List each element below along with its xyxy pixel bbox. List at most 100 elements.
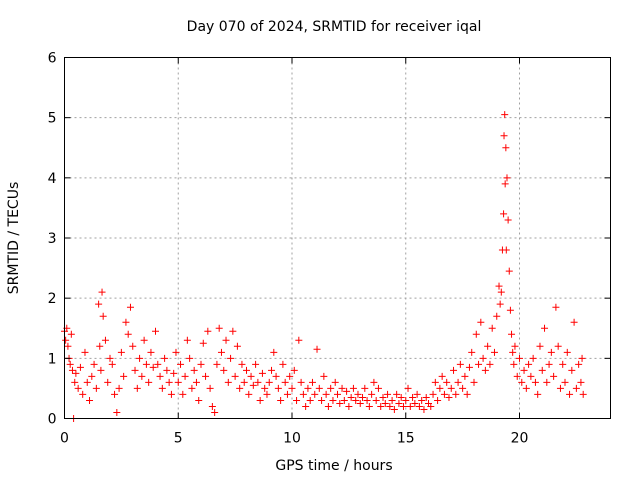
data-point [270,348,278,356]
data-point [418,396,426,404]
data-point [240,378,248,386]
y-axis-label: SRMTID / TECUs [6,182,22,295]
data-point [252,360,260,368]
data-point [322,390,330,398]
data-point [334,390,341,398]
data-point [152,327,159,335]
data-point [552,303,560,311]
data-point [463,390,471,398]
data-point [88,372,96,380]
data-point [190,366,198,374]
data-point [411,399,419,407]
data-point [204,327,212,335]
data-point [484,342,492,350]
data-point [529,354,537,362]
data-point [475,360,483,368]
data-point [98,288,106,296]
data-point [145,378,153,386]
data-point [368,390,376,398]
data-point [445,393,453,401]
data-point [263,390,271,398]
data-point [554,342,562,350]
data-point [170,369,178,377]
data-point [117,348,125,356]
data-point [136,354,144,362]
data-point [131,366,139,374]
axes: 0 5 10 15 20 0 1 2 3 4 5 6 [48,51,611,447]
data-points [61,111,587,422]
data-point [308,378,316,386]
data-point [97,366,105,374]
data-point [64,342,72,350]
data-point [281,378,289,386]
data-point [501,180,509,188]
data-point [509,348,517,356]
data-point [393,390,401,398]
data-point [161,354,169,362]
data-point [427,402,435,410]
data-point [66,360,74,368]
data-point [556,384,564,392]
data-point [372,396,380,404]
data-point [431,378,439,386]
data-point [195,396,203,404]
data-point [379,393,387,401]
data-point [108,360,116,368]
data-point [313,345,321,353]
data-point [208,402,216,410]
data-point [245,390,253,398]
y-tick-label: 0 [48,412,57,428]
data-point [500,210,508,218]
data-point [343,387,351,395]
data-point [386,402,394,410]
data-point [68,366,76,374]
data-point [286,372,294,380]
data-point [158,384,166,392]
data-point [231,372,239,380]
data-point [404,384,412,392]
data-point [354,390,362,398]
data-point [502,246,510,254]
data-point [399,402,407,410]
data-point [81,348,89,356]
data-point [67,330,75,338]
data-point [361,384,369,392]
data-point [459,384,467,392]
data-point [106,354,114,362]
y-tick-label: 1 [48,351,57,367]
data-point [488,324,496,332]
data-point [62,336,70,344]
data-point [550,372,558,380]
data-point [288,384,296,392]
data-point [461,372,469,380]
chart-title: Day 070 of 2024, SRMTID for receiver iqa… [187,19,482,35]
data-point [71,378,79,386]
data-point [99,312,107,320]
data-point [95,300,103,308]
data-point [111,390,119,398]
data-point [268,366,276,374]
data-point [167,390,175,398]
data-point [520,366,528,374]
data-point [74,384,82,392]
data-point [561,378,569,386]
data-point [534,390,542,398]
data-point [254,378,262,386]
data-point [479,354,487,362]
data-point [470,378,478,386]
data-point [215,324,223,332]
data-point [506,306,514,314]
data-point [227,354,235,362]
data-point [181,372,189,380]
data-point [527,372,535,380]
data-point [500,132,508,140]
data-point [578,354,586,362]
data-point [183,336,191,344]
data-point [304,384,312,392]
data-point [83,378,91,386]
data-point [508,330,516,338]
data-point [192,378,200,386]
data-point [563,348,571,356]
data-point [299,390,307,398]
